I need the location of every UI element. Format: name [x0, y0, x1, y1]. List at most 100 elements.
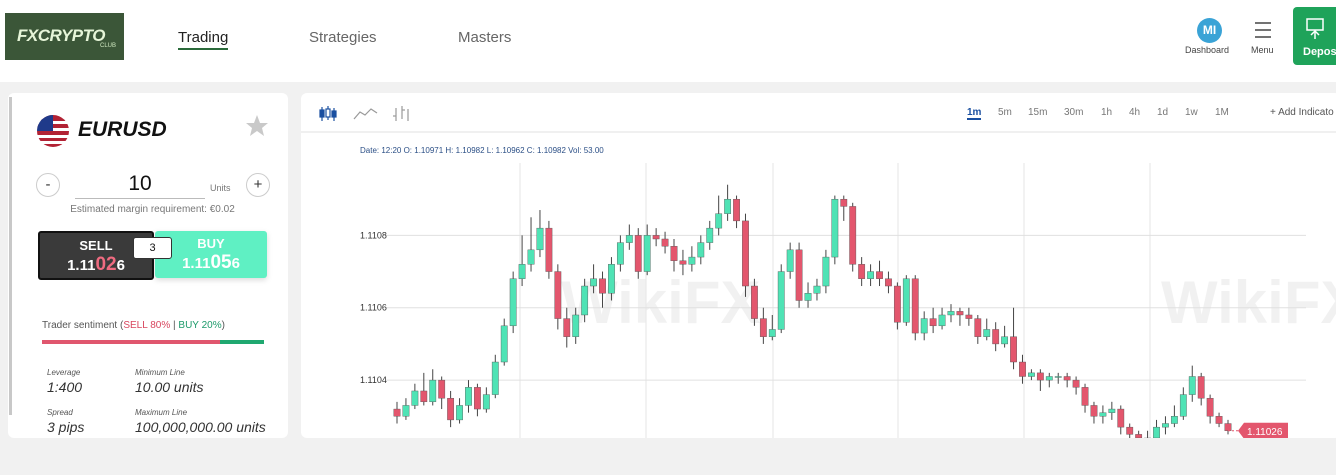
- candle-body: [902, 278, 910, 323]
- candle-body: [813, 285, 821, 294]
- candle-body: [491, 361, 499, 395]
- candle-body: [500, 325, 508, 363]
- menu-icon[interactable]: [1253, 20, 1273, 40]
- flag-icon: [37, 115, 69, 147]
- candle-body: [1197, 376, 1205, 399]
- candle-body: [697, 242, 705, 258]
- candle-body: [947, 311, 955, 316]
- candle-body: [1010, 336, 1017, 363]
- candle-body: [1099, 412, 1107, 417]
- candle-body: [1028, 372, 1035, 377]
- stat-label: Maximum Line: [135, 408, 188, 417]
- candle-body: [643, 235, 651, 272]
- sell-label: SELL: [79, 238, 113, 253]
- candle-body: [831, 198, 839, 258]
- minus-button[interactable]: -: [36, 173, 60, 197]
- chart: Date: 12:20 O: 1.10971 H: 1.10982 L: 1.1…: [301, 131, 1336, 438]
- candle-body: [965, 314, 973, 319]
- candle-body: [634, 235, 642, 272]
- candle-body: [938, 314, 946, 327]
- add-indicator[interactable]: + Add Indicato: [1270, 107, 1334, 118]
- candle-body: [992, 329, 1000, 345]
- candle-body: [518, 264, 526, 279]
- candle-body: [724, 198, 732, 214]
- candle-body: [786, 249, 794, 272]
- symbol: EURUSD: [78, 118, 167, 141]
- nav-item[interactable]: Masters: [458, 29, 512, 46]
- candles: [393, 184, 1232, 438]
- timeframe[interactable]: 1h: [1101, 107, 1113, 118]
- candle-body: [652, 235, 660, 240]
- y-tick-label: 1.1106: [360, 303, 387, 313]
- y-tick-label: 1.1108: [360, 230, 387, 240]
- candle-body: [742, 220, 749, 287]
- candle-body: [759, 318, 767, 337]
- candle-body: [706, 227, 714, 243]
- timeframe[interactable]: 30m: [1064, 107, 1084, 118]
- candle-body: [625, 235, 633, 243]
- nav-item[interactable]: Strategies: [309, 29, 377, 46]
- last-price-label: 1.11026: [1247, 427, 1283, 438]
- paren: ): [221, 320, 225, 331]
- candle-body: [1054, 376, 1062, 378]
- sentiment-sell: SELL 80%: [123, 320, 171, 331]
- stat-value: 3 pips: [47, 419, 85, 435]
- favorite-star[interactable]: [244, 113, 270, 139]
- candle-body: [563, 318, 571, 337]
- timeframe[interactable]: 1M: [1215, 107, 1229, 118]
- last-price-tag: [1238, 422, 1288, 438]
- sentiment-bar: [42, 340, 264, 344]
- timeframe[interactable]: 5m: [998, 107, 1012, 118]
- separator: |: [173, 320, 176, 331]
- deposit-button[interactable]: Depos: [1293, 7, 1336, 65]
- candle-body: [1090, 405, 1098, 417]
- timeframe[interactable]: 4h: [1129, 107, 1141, 118]
- candle-body: [920, 318, 928, 334]
- candle-body: [1126, 426, 1134, 435]
- candle-body: [679, 260, 687, 265]
- candle-body: [840, 198, 848, 207]
- price-pips: 02: [95, 254, 117, 275]
- margin-text: Estimated margin requirement: €0.02: [70, 204, 235, 215]
- candle-body: [1170, 416, 1178, 424]
- buy-button[interactable]: BUY 1.11056: [155, 231, 267, 278]
- candle-body: [482, 394, 490, 410]
- plus-button[interactable]: +: [246, 173, 270, 197]
- candle-body: [608, 264, 615, 294]
- deposit-label: Depos: [1303, 46, 1336, 58]
- timeframe[interactable]: 1w: [1185, 107, 1198, 118]
- candle-body: [572, 314, 580, 337]
- candle-body: [795, 249, 803, 301]
- chart-type-icons[interactable]: [318, 104, 418, 124]
- dashboard-label[interactable]: Dashboard: [1185, 45, 1230, 55]
- quantity[interactable]: 10: [75, 172, 205, 199]
- logo[interactable]: FXCRYPTO CLUB: [5, 13, 124, 60]
- price-part: 1.11: [67, 257, 96, 274]
- avatar[interactable]: MI: [1197, 18, 1222, 43]
- candle-body: [1081, 387, 1089, 406]
- candle-body: [509, 278, 517, 327]
- paren: (: [120, 320, 124, 331]
- candle-body: [751, 285, 758, 319]
- buy-label: BUY: [197, 236, 225, 251]
- candle-body: [599, 278, 606, 294]
- candle-body: [429, 379, 437, 403]
- timeframe[interactable]: 15m: [1028, 107, 1048, 118]
- price-pips: 05: [210, 252, 232, 273]
- stat-label: Spread: [47, 408, 73, 417]
- candle-body: [581, 285, 589, 316]
- candle-body: [1108, 408, 1116, 413]
- spread-badge: 3: [133, 237, 172, 259]
- timeframe[interactable]: 1m: [967, 107, 982, 120]
- timeframe[interactable]: 1d: [1157, 107, 1169, 118]
- candle-body: [1072, 379, 1080, 388]
- candle-body: [616, 242, 624, 265]
- sell-price: 1.11026: [40, 254, 152, 276]
- candle-body: [822, 256, 830, 287]
- logo-sub: CLUB: [100, 43, 117, 49]
- candle-body: [1179, 394, 1187, 417]
- nav-item[interactable]: Trading: [178, 29, 229, 50]
- menu-label[interactable]: Menu: [1251, 45, 1274, 55]
- candle-body: [438, 379, 446, 399]
